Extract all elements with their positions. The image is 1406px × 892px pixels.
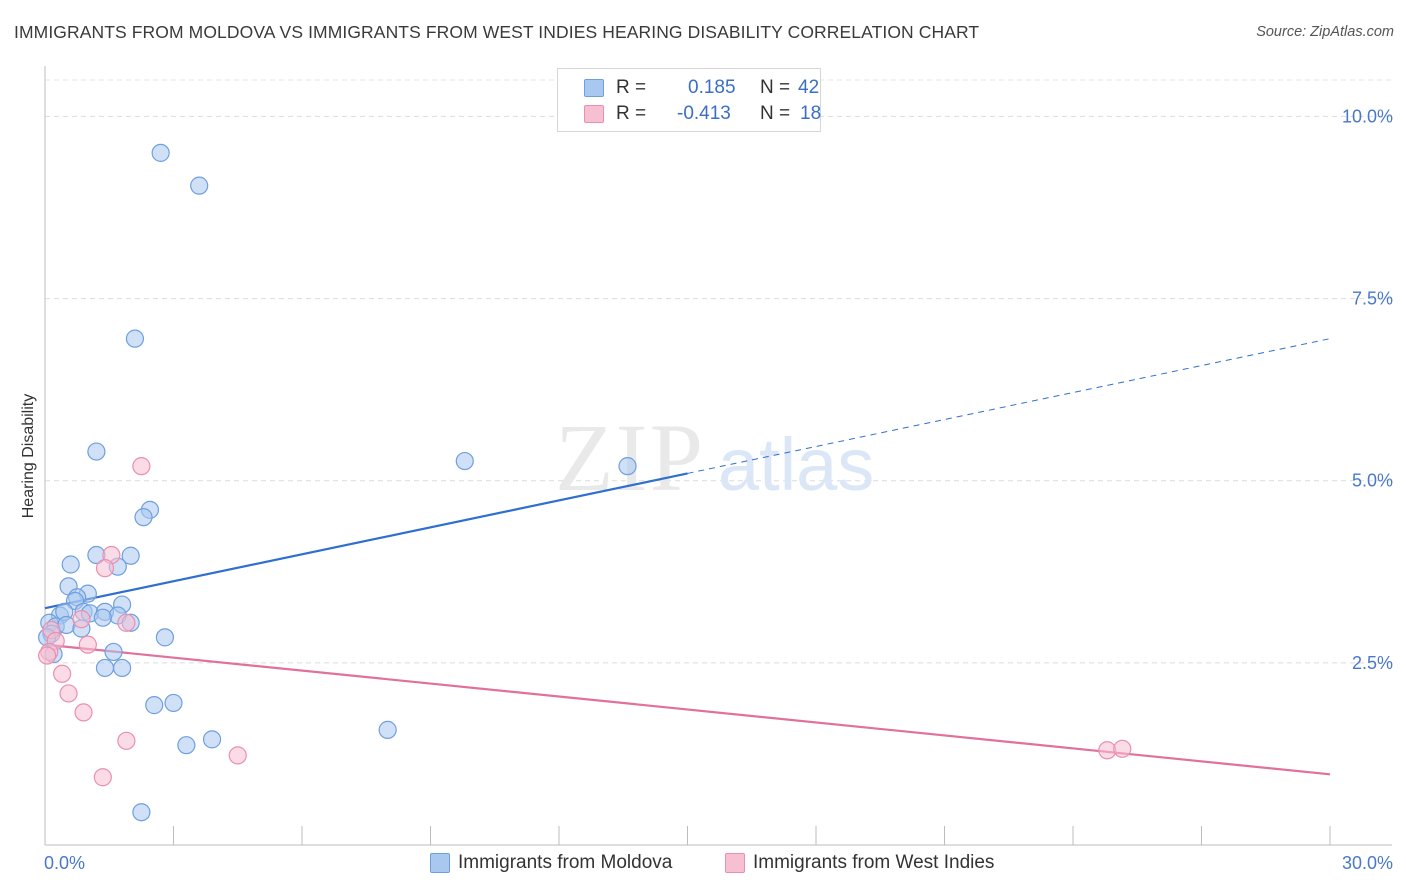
moldova-point [87,442,106,461]
y-tick-label: 5.0% [1352,471,1393,491]
axes [44,66,1392,846]
west-indies-point [53,664,72,683]
series-swatch-moldova [430,853,450,873]
correlation-legend: R = 0.185 N = 42 R = -0.413 N = 18 [557,68,821,132]
west-indies-point [117,731,136,750]
series-label-west-indies: Immigrants from West Indies [753,852,995,873]
x-tick-labels: 0.0% 30.0% [44,853,1393,873]
legend-n-label: N = [760,77,791,98]
grid-lines [45,79,1392,664]
y-tick-label: 10.0% [1342,106,1393,126]
moldova-point [121,546,140,565]
west-indies-point [93,768,112,787]
legend-r-label: R = [616,103,647,124]
data-points [38,143,1132,822]
moldova-point [145,696,164,715]
legend-r-label: R = [616,77,647,98]
moldova-point [104,642,123,662]
moldova-point [190,176,209,195]
x-tick-label: 30.0% [1342,853,1393,873]
series-swatch-west-indies [725,853,745,873]
moldova-point [155,628,175,647]
moldova-point [164,693,183,713]
y-axis-label: Hearing Disability [20,394,37,519]
moldova-point [134,508,153,527]
moldova-point [132,803,151,822]
legend-n-value: 42 [798,77,820,98]
west-indies-point [72,610,91,629]
west-indies-point [38,646,57,665]
west-indies-point [59,684,78,703]
moldova-point [177,736,196,755]
west-indies-point [132,457,151,476]
legend-swatch-moldova [584,79,604,97]
west-indies-point [78,635,97,654]
legend-n-label: N = [760,103,791,124]
west-indies-point [1113,739,1132,758]
legend-r-value: -0.413 [677,103,731,124]
moldova-point [112,658,132,678]
moldova-point [151,143,170,162]
y-tick-labels: 2.5% 5.0% 7.5% 10.0% [1342,106,1393,672]
west-indies-point [1098,741,1117,760]
moldova-point [455,451,474,471]
west-indies-point [74,703,93,722]
watermark: ZIP atlas [555,404,874,511]
legend-n-value: 18 [800,103,822,124]
trend-line-moldova [44,472,688,610]
moldova-point [202,730,222,749]
moldova-point [61,555,80,574]
legend-swatch-west-indies [584,105,604,123]
y-tick-label: 7.5% [1352,289,1393,309]
source-credit: Source: ZipAtlas.com [1256,24,1394,40]
west-indies-point [117,613,136,632]
moldova-point [93,608,112,627]
moldova-point [95,658,115,678]
moldova-point [125,329,145,348]
x-tick-label: 0.0% [44,853,85,873]
west-indies-point [95,559,115,578]
moldova-point [378,720,397,739]
series-label-moldova: Immigrants from Moldova [458,852,673,873]
moldova-point [618,457,637,476]
y-tick-label: 2.5% [1352,653,1393,673]
watermark-atlas: atlas [718,423,874,506]
west-indies-point [228,746,247,765]
legend-r-value: 0.185 [688,77,736,98]
chart-title: IMMIGRANTS FROM MOLDOVA VS IMMIGRANTS FR… [14,22,980,42]
